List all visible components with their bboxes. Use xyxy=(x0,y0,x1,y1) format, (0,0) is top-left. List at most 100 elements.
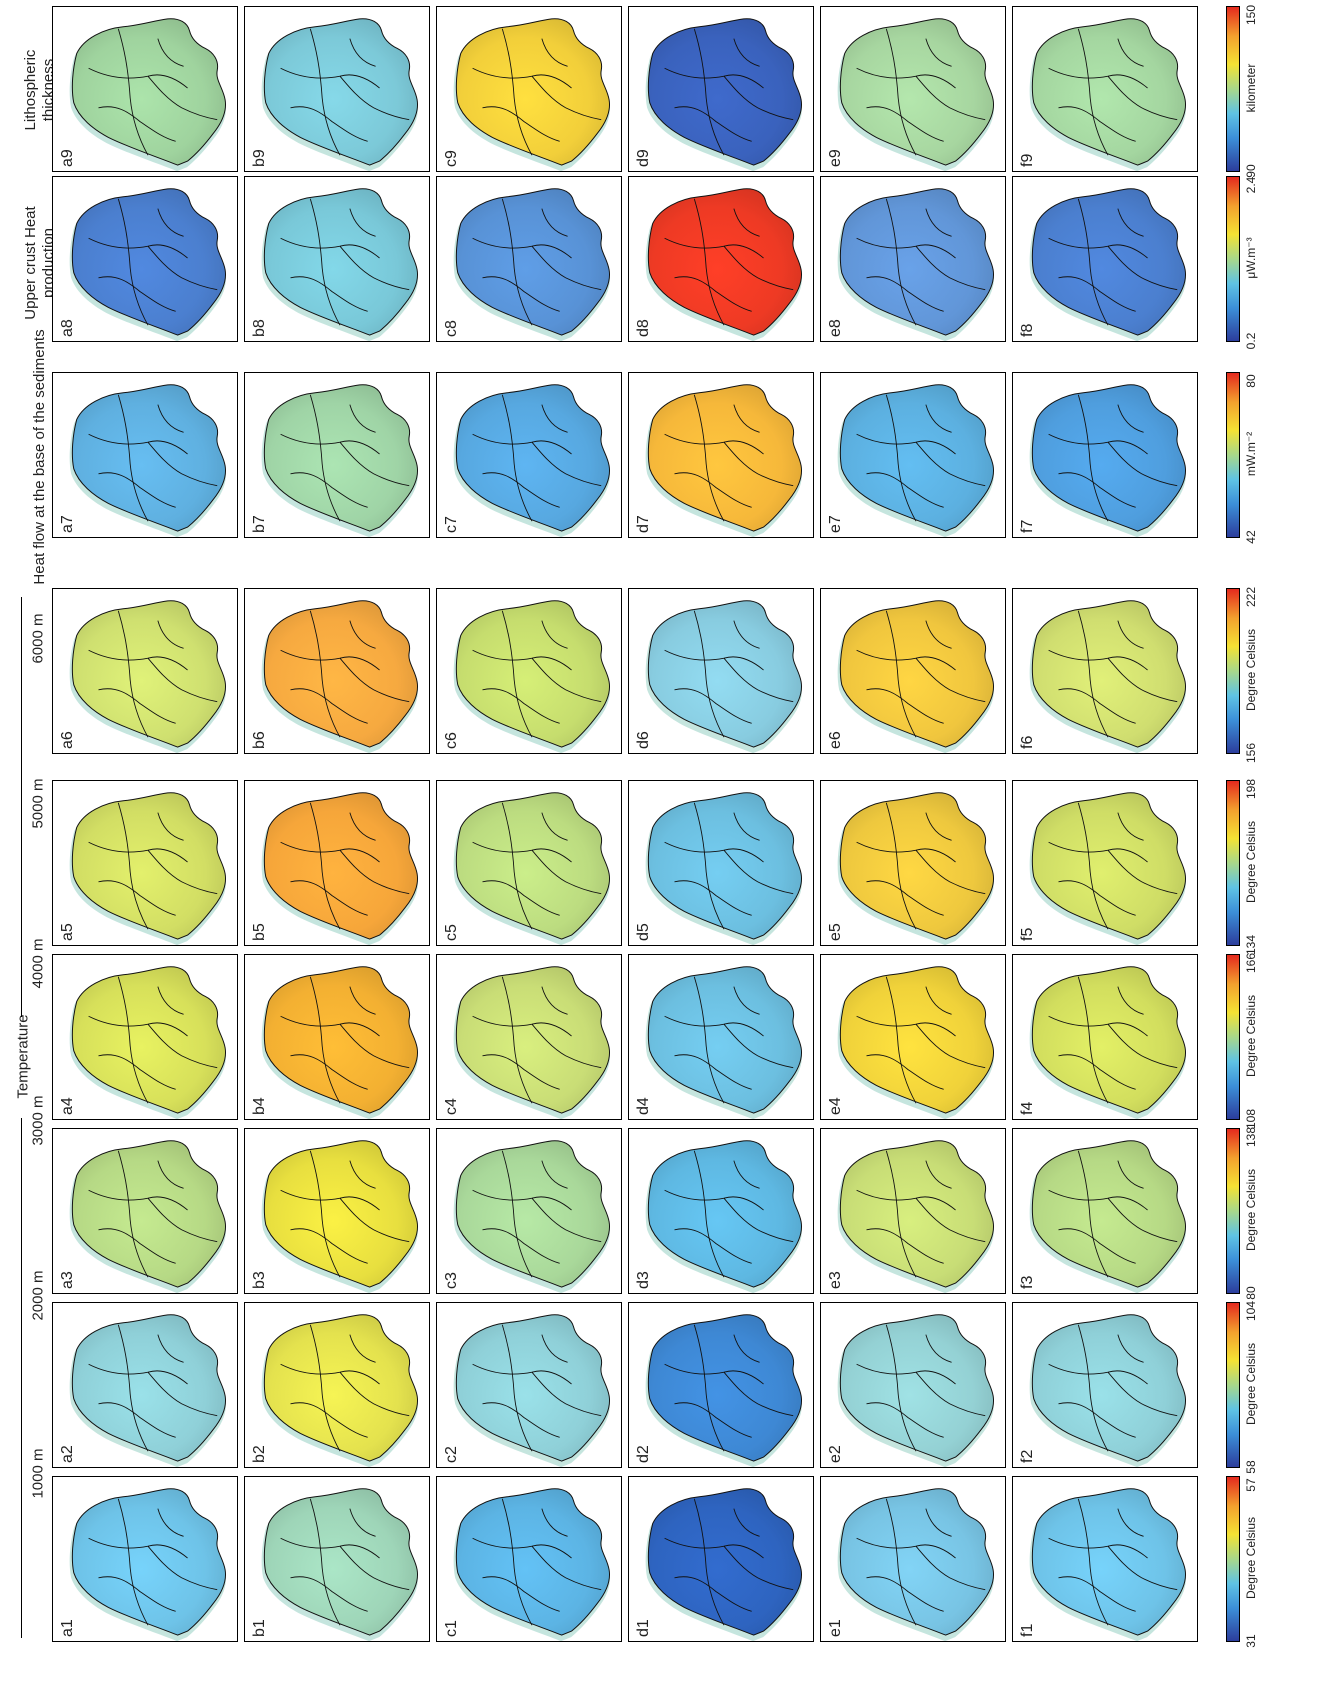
map-f7 xyxy=(1029,384,1187,537)
map-f8 xyxy=(1029,188,1187,341)
panel-label: b1 xyxy=(251,1619,268,1637)
panel-label: d4 xyxy=(635,1097,652,1115)
panel-label: f1 xyxy=(1019,1623,1036,1637)
panel-label: d1 xyxy=(635,1619,652,1637)
panel-label: b9 xyxy=(251,149,268,167)
map-a2 xyxy=(69,1314,227,1467)
map-b5 xyxy=(261,792,419,945)
panel-label: c2 xyxy=(443,1446,460,1463)
panel-label: a7 xyxy=(59,515,76,533)
map-panel-e1: e1 xyxy=(820,1476,1006,1642)
panel-label: a5 xyxy=(59,923,76,941)
colorbar-7 xyxy=(1226,372,1240,538)
map-panel-b7: b7 xyxy=(244,372,430,538)
panel-label: f4 xyxy=(1019,1101,1036,1115)
map-panel-e6: e6 xyxy=(820,588,1006,754)
map-b9 xyxy=(261,18,419,171)
figure: 1000 m 2000 m 3000 m 4000 m 5000 m 6000 … xyxy=(14,5,1259,1648)
map-panel-f2: f2 xyxy=(1012,1302,1198,1468)
map-panel-a6: a6 xyxy=(52,588,238,754)
map-f1 xyxy=(1029,1488,1187,1641)
map-panel-c1: c1 xyxy=(436,1476,622,1642)
map-panel-b2: b2 xyxy=(244,1302,430,1468)
panel-label: d2 xyxy=(635,1445,652,1463)
map-panel-c6: c6 xyxy=(436,588,622,754)
map-panel-e2: e2 xyxy=(820,1302,1006,1468)
map-d7 xyxy=(645,384,803,537)
panel-label: c7 xyxy=(443,516,460,533)
map-panel-c5: c5 xyxy=(436,780,622,946)
map-e4 xyxy=(837,966,995,1119)
map-b2 xyxy=(261,1314,419,1467)
map-e1 xyxy=(837,1488,995,1641)
panel-label: d5 xyxy=(635,923,652,941)
map-c2 xyxy=(453,1314,611,1467)
map-c1 xyxy=(453,1488,611,1641)
panel-label: d7 xyxy=(635,515,652,533)
map-panel-b8: b8 xyxy=(244,176,430,342)
panel-label: e7 xyxy=(827,515,844,533)
map-e2 xyxy=(837,1314,995,1467)
map-e9 xyxy=(837,18,995,171)
map-panel-b9: b9 xyxy=(244,6,430,172)
map-panel-e4: e4 xyxy=(820,954,1006,1120)
map-panel-b1: b1 xyxy=(244,1476,430,1642)
map-panel-c3: c3 xyxy=(436,1128,622,1294)
map-a7 xyxy=(69,384,227,537)
panel-label: d9 xyxy=(635,149,652,167)
panel-label: f6 xyxy=(1019,735,1036,749)
panel-label: a1 xyxy=(59,1619,76,1637)
map-c7 xyxy=(453,384,611,537)
panel-label: e1 xyxy=(827,1619,844,1637)
map-panel-e5: e5 xyxy=(820,780,1006,946)
map-panel-d1: d1 xyxy=(628,1476,814,1642)
map-panel-c4: c4 xyxy=(436,954,622,1120)
map-panel-d7: d7 xyxy=(628,372,814,538)
panel-label: c8 xyxy=(443,320,460,337)
map-panel-a9: a9 xyxy=(52,6,238,172)
map-panel-f6: f6 xyxy=(1012,588,1198,754)
map-panel-a7: a7 xyxy=(52,372,238,538)
panel-label: d6 xyxy=(635,731,652,749)
map-panel-d3: d3 xyxy=(628,1128,814,1294)
panel-label: b2 xyxy=(251,1445,268,1463)
map-b1 xyxy=(261,1488,419,1641)
colorbar-3 xyxy=(1226,1128,1240,1294)
map-panel-a2: a2 xyxy=(52,1302,238,1468)
map-e7 xyxy=(837,384,995,537)
map-panel-b3: b3 xyxy=(244,1128,430,1294)
map-b8 xyxy=(261,188,419,341)
panel-label: f3 xyxy=(1019,1275,1036,1289)
map-b6 xyxy=(261,600,419,753)
header-3000m: 3000 m xyxy=(29,1095,47,1146)
panel-label: c9 xyxy=(443,150,460,167)
map-f5 xyxy=(1029,792,1187,945)
map-a3 xyxy=(69,1140,227,1293)
panel-label: b8 xyxy=(251,319,268,337)
panel-label: c4 xyxy=(443,1098,460,1115)
map-panel-a1: a1 xyxy=(52,1476,238,1642)
map-panel-f7: f7 xyxy=(1012,372,1198,538)
map-panel-e3: e3 xyxy=(820,1128,1006,1294)
map-panel-f4: f4 xyxy=(1012,954,1198,1120)
header-4000m: 4000 m xyxy=(29,938,47,989)
map-panel-c7: c7 xyxy=(436,372,622,538)
panel-label: f8 xyxy=(1019,323,1036,337)
panel-label: e8 xyxy=(827,319,844,337)
map-a6 xyxy=(69,600,227,753)
map-f3 xyxy=(1029,1140,1187,1293)
temperature-bracket-bottom xyxy=(21,1118,22,1638)
map-d4 xyxy=(645,966,803,1119)
header-temperature: Temperature xyxy=(14,1014,32,1099)
panel-label: c3 xyxy=(443,1272,460,1289)
panel-label: b7 xyxy=(251,515,268,533)
map-d8 xyxy=(645,188,803,341)
map-panel-f9: f9 xyxy=(1012,6,1198,172)
map-d1 xyxy=(645,1488,803,1641)
map-f2 xyxy=(1029,1314,1187,1467)
map-c5 xyxy=(453,792,611,945)
temperature-bracket-top xyxy=(21,597,22,1017)
panel-label: b6 xyxy=(251,731,268,749)
map-a5 xyxy=(69,792,227,945)
map-panel-f1: f1 xyxy=(1012,1476,1198,1642)
